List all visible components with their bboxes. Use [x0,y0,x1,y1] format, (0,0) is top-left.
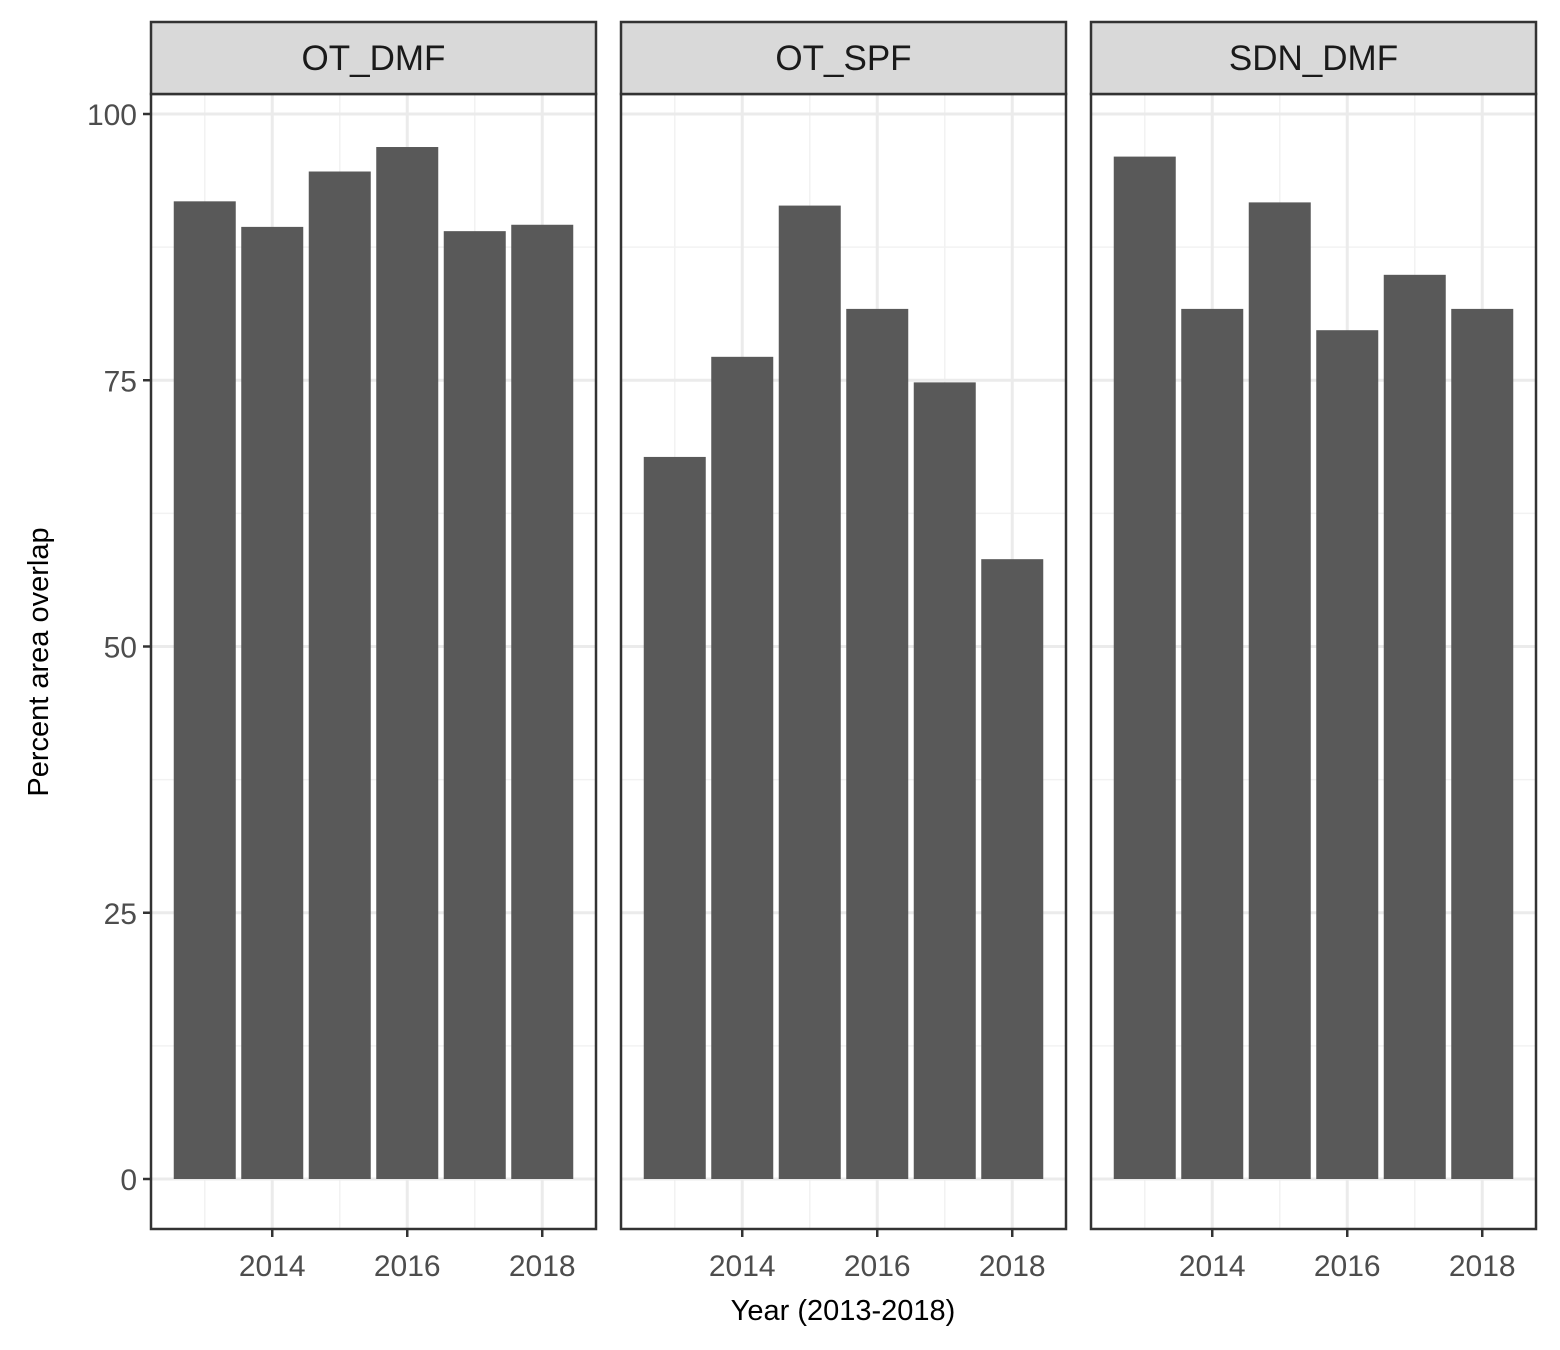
bar-2014 [711,356,774,1179]
y-tick-label: 50 [104,632,137,665]
bar-2017 [443,231,506,1179]
bar-2013 [173,201,236,1179]
x-tick-label: 2016 [844,1250,911,1283]
facet-strip-label: SDN_DMF [1229,39,1398,78]
panel-ot-spf: OT_SPF 2014 2016 2018 [619,20,1068,1283]
x-tick-label: 2016 [374,1250,441,1283]
panel-ot-dmf: OT_DMF 2014 2016 2018 [149,20,598,1283]
y-tick-label: 75 [104,365,137,398]
bar-2014 [241,226,304,1179]
bar-2013 [1113,156,1176,1180]
facet-strip-label: OT_SPF [775,39,911,78]
bar-2015 [308,171,371,1179]
bar-2017 [913,382,976,1179]
bar-2018 [1451,308,1514,1179]
bar-2016 [846,308,909,1179]
x-tick-label: 2014 [709,1250,776,1283]
bar-2018 [511,224,574,1179]
facet-strip [149,20,598,96]
y-axis-title: Percent area overlap [23,527,55,796]
x-tick-label: 2014 [239,1250,306,1283]
y-tick-label: 0 [120,1164,137,1197]
x-tick-label: 2016 [1314,1250,1381,1283]
bar-2017 [1383,274,1446,1179]
x-tick-label: 2018 [979,1250,1046,1283]
y-axis: 0 25 50 75 100 [87,99,151,1197]
bar-2016 [376,147,439,1179]
x-tick-label: 2018 [1449,1250,1516,1283]
facet-strip [619,20,1068,96]
bar-2016 [1316,330,1379,1179]
bar-2013 [643,456,706,1179]
x-tick-label: 2014 [1179,1250,1246,1283]
y-tick-label: 25 [104,898,137,931]
bar-2015 [778,205,841,1180]
facet-strip [1089,20,1538,96]
facet-strip-label: OT_DMF [302,39,446,78]
panel-sdn-dmf: SDN_DMF 2014 2016 2018 [1089,20,1538,1283]
x-tick-label: 2018 [509,1250,576,1283]
bar-2015 [1248,202,1311,1179]
bar-2014 [1181,308,1244,1179]
x-axis-title: Year (2013-2018) [731,1295,956,1327]
bar-2018 [981,559,1044,1179]
y-tick-label: 100 [87,99,137,132]
